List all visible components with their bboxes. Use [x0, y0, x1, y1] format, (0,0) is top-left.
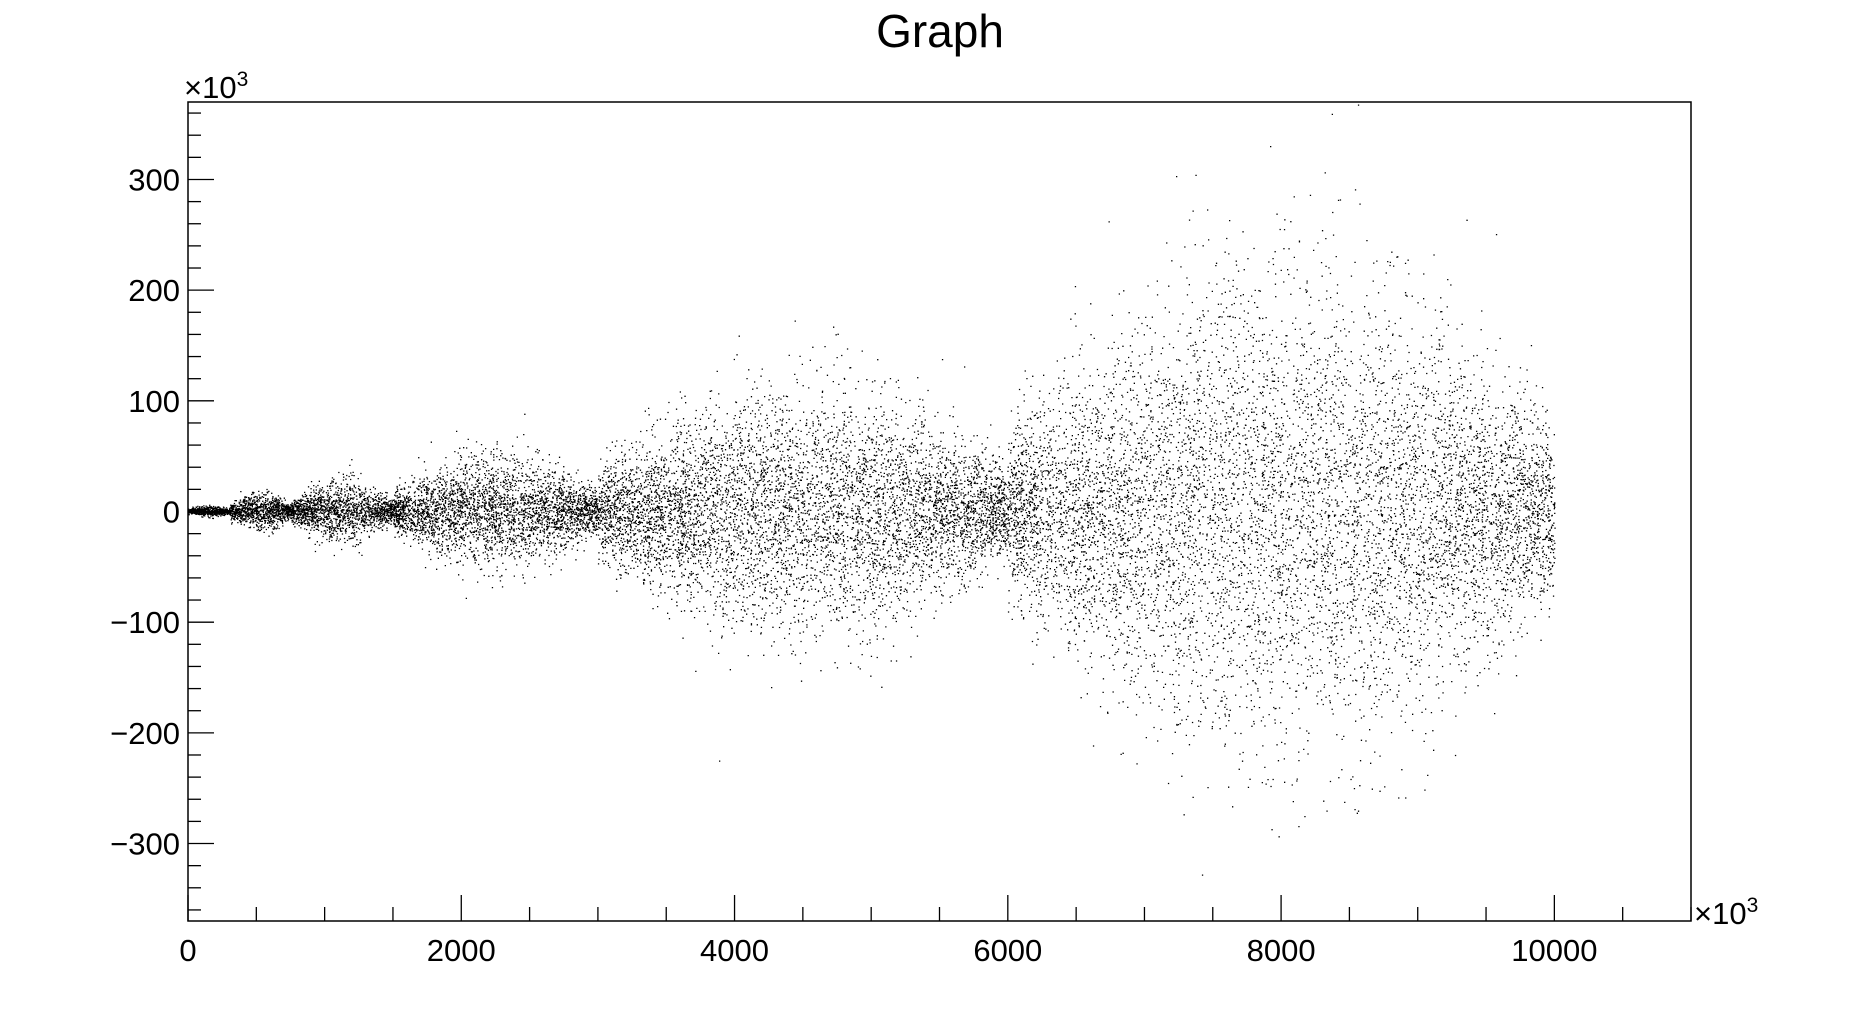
- x-tick-label: 6000: [973, 933, 1042, 968]
- x-axis: 0 2000 4000 6000 8000 10000: [179, 895, 1692, 968]
- x-tick-label: 8000: [1247, 933, 1316, 968]
- x-axis-multiplier: ×103: [1694, 894, 1758, 931]
- y-tick-label: 100: [128, 384, 180, 419]
- y-tick-label: 0: [163, 495, 180, 530]
- y-axis: 300 200 100 0 −100 −200 −300: [110, 112, 214, 911]
- x-tick-label: 10000: [1511, 933, 1597, 968]
- y-tick-label: 200: [128, 273, 180, 308]
- scatter-points: [188, 104, 1556, 876]
- y-axis-multiplier: ×103: [184, 68, 248, 105]
- x-tick-label: 2000: [427, 933, 496, 968]
- data-points-layer: [188, 104, 1556, 876]
- y-tick-label: −200: [110, 716, 180, 751]
- y-tick-label: −300: [110, 827, 180, 862]
- chart-title: Graph: [876, 5, 1004, 57]
- x-tick-label: 4000: [700, 933, 769, 968]
- y-tick-label: −100: [110, 605, 180, 640]
- y-tick-label: 300: [128, 162, 180, 197]
- x-tick-label: 0: [179, 933, 196, 968]
